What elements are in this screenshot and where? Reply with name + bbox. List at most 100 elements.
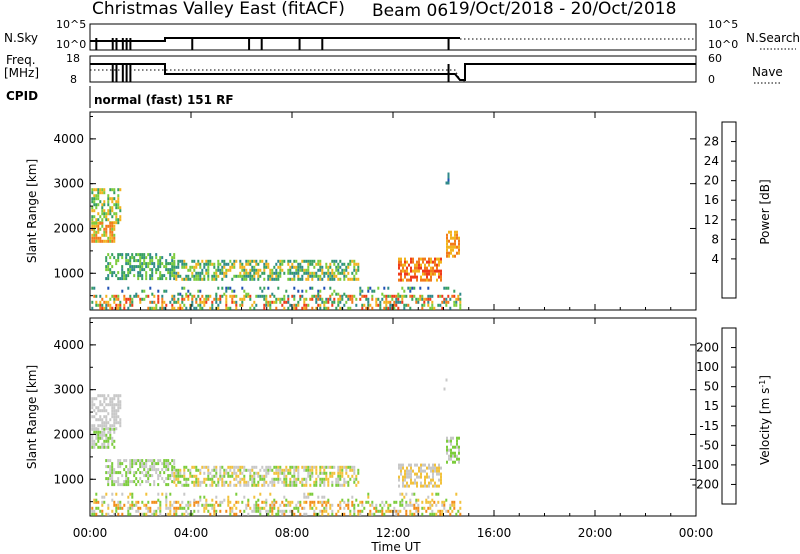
echo-cell	[187, 477, 190, 481]
echo-cell	[325, 271, 328, 275]
echo-cell	[185, 265, 188, 269]
echo-cell	[91, 424, 94, 428]
echo-cell	[143, 468, 146, 472]
echo-cell	[416, 263, 418, 267]
echo-cell	[169, 503, 172, 507]
echo-cell	[424, 257, 426, 261]
echo-cell	[428, 466, 430, 470]
echo-cell	[195, 277, 198, 281]
echo-cell	[347, 474, 350, 478]
echo-cell	[233, 468, 236, 472]
echo-cell	[189, 468, 192, 472]
echo-cell	[428, 257, 430, 261]
echo-cell	[117, 465, 120, 469]
echo-cell	[402, 481, 404, 485]
echo-cell	[103, 439, 106, 443]
echo-cell	[95, 430, 98, 434]
echo-cell	[229, 480, 232, 484]
echo-cell	[195, 477, 198, 481]
echo-cell	[269, 465, 272, 469]
echo-cell	[397, 292, 400, 296]
echo-cell	[211, 303, 214, 307]
echo-cell	[243, 480, 246, 484]
echo-cell	[333, 471, 336, 475]
echo-cell	[285, 503, 288, 507]
echo-cell	[379, 303, 382, 307]
echo-cell	[113, 480, 116, 484]
echo-cell	[109, 197, 112, 201]
echo-cell	[311, 262, 314, 266]
echo-cell	[267, 512, 270, 516]
echo-cell	[133, 471, 136, 475]
echo-cell	[147, 265, 150, 269]
echo-cell	[387, 509, 390, 513]
echo-cell	[155, 500, 158, 504]
echo-cell	[359, 292, 362, 296]
echo-cell	[233, 294, 236, 298]
echo-cell	[103, 406, 106, 410]
echo-cell	[421, 294, 424, 298]
echo-cell	[331, 271, 334, 275]
echo-cell	[387, 506, 390, 510]
echo-cell	[113, 439, 116, 443]
echo-cell	[117, 459, 120, 463]
echo-cell	[395, 500, 398, 504]
echo-cell	[133, 265, 136, 269]
echo-cell	[359, 286, 362, 290]
echo-cell	[91, 509, 94, 513]
echo-cell	[277, 297, 280, 301]
echo-cell	[105, 421, 108, 425]
colorbar-label-4: 12	[704, 213, 719, 227]
echo-cell	[149, 506, 152, 510]
echo-cell	[331, 471, 334, 475]
echo-cell	[428, 278, 430, 282]
echo-cell	[339, 468, 342, 472]
echo-cell	[420, 484, 422, 488]
echo-cell	[141, 480, 144, 484]
echo-cell	[281, 259, 284, 263]
echo-cell	[171, 274, 174, 278]
nsky-panel: N.Sky 10^5 10^0 10^5 10^0 N.Search	[4, 18, 800, 51]
echo-cell	[383, 286, 386, 290]
echo-cell	[95, 206, 98, 210]
echo-cell	[135, 459, 138, 463]
echo-cell	[235, 300, 238, 304]
echo-cell	[117, 303, 120, 307]
echo-cell	[171, 265, 174, 269]
echo-cell	[149, 483, 152, 487]
echo-cell	[95, 239, 98, 243]
echo-cell	[107, 274, 110, 278]
echo-cell	[197, 274, 200, 278]
ytick-label-0: 1000	[53, 472, 84, 486]
echo-cell	[185, 465, 188, 469]
echo-cell	[409, 509, 412, 513]
echo-cell	[305, 277, 308, 281]
echo-cell	[143, 512, 146, 516]
echo-cell	[401, 297, 404, 301]
echo-cell	[269, 480, 272, 484]
echo-cell	[279, 265, 282, 269]
echo-cell	[125, 253, 128, 257]
echo-cell	[217, 265, 220, 269]
echo-cell	[107, 445, 110, 449]
echo-cell	[223, 480, 226, 484]
echo-cell	[349, 277, 352, 281]
echo-cell	[105, 403, 108, 407]
echo-cell	[239, 480, 242, 484]
ytick-label-1: 2000	[53, 427, 84, 441]
echo-cell	[349, 468, 352, 472]
echo-cell	[345, 503, 348, 507]
echo-cell	[117, 421, 120, 425]
echo-cell	[319, 294, 322, 298]
echo-cell	[111, 397, 114, 401]
echo-cell	[395, 303, 398, 307]
echo-cell	[331, 277, 334, 281]
echo-cell	[135, 259, 138, 263]
echo-cell	[123, 303, 126, 307]
echo-cell	[221, 465, 224, 469]
echo-cell	[430, 266, 432, 270]
echo-cell	[131, 465, 134, 469]
echo-cell	[101, 218, 104, 222]
